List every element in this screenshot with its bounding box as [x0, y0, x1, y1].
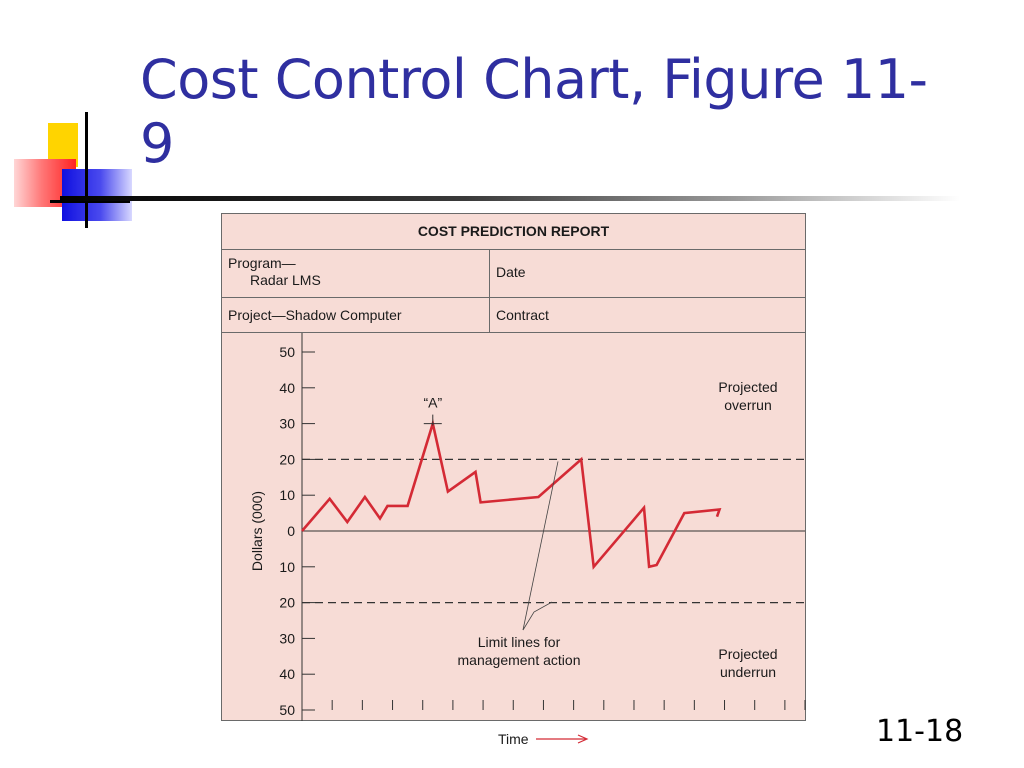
time-arrow [577, 734, 589, 744]
limit-lines-label: management action [458, 652, 581, 668]
y-tick-label: 40 [279, 380, 295, 396]
title-divider [60, 196, 960, 201]
report-heading: COST PREDICTION REPORT [222, 214, 805, 250]
cost-prediction-report: COST PREDICTION REPORT Program— Radar LM… [221, 213, 806, 721]
decorative-blue-square [62, 169, 132, 221]
overrun-label: overrun [724, 397, 771, 413]
y-tick-label: 50 [279, 702, 295, 718]
program-cell: Program— Radar LMS [222, 249, 490, 298]
project-cell: Project—Shadow Computer [222, 298, 490, 333]
decorative-vertical-line [85, 112, 88, 228]
y-tick-label: 0 [287, 523, 295, 539]
decorative-horizontal-line [50, 200, 130, 203]
point-a-label: “A” [423, 395, 442, 411]
y-tick-label: 10 [279, 559, 295, 575]
program-label: Program— [228, 255, 296, 271]
underrun-label: underrun [720, 664, 776, 680]
contract-label: Contract [496, 307, 549, 323]
contract-cell: Contract [490, 298, 805, 333]
program-value: Radar LMS [250, 272, 321, 288]
overrun-label: Projected [718, 379, 777, 395]
project-label: Project—Shadow Computer [228, 307, 402, 323]
date-cell: Date [490, 249, 805, 298]
y-tick-label: 20 [279, 451, 295, 467]
leader-line [522, 461, 559, 631]
y-tick-label: 20 [279, 595, 295, 611]
date-label: Date [496, 264, 526, 280]
y-tick-label: 30 [279, 416, 295, 432]
slide-title: Cost Control Chart, Figure 11-9 [140, 48, 928, 175]
cost-series-line [301, 418, 722, 570]
x-axis-label: Time [498, 731, 529, 747]
y-tick-label: 50 [279, 344, 295, 360]
leader-line [522, 601, 553, 631]
y-tick-label: 30 [279, 630, 295, 646]
y-tick-label: 10 [279, 487, 295, 503]
y-axis-label: Dollars (000) [249, 491, 265, 571]
limit-lines-label: Limit lines for [478, 634, 561, 650]
underrun-label: Projected [718, 646, 777, 662]
y-tick-label: 40 [279, 666, 295, 682]
slide-number: 11-18 [876, 714, 964, 749]
